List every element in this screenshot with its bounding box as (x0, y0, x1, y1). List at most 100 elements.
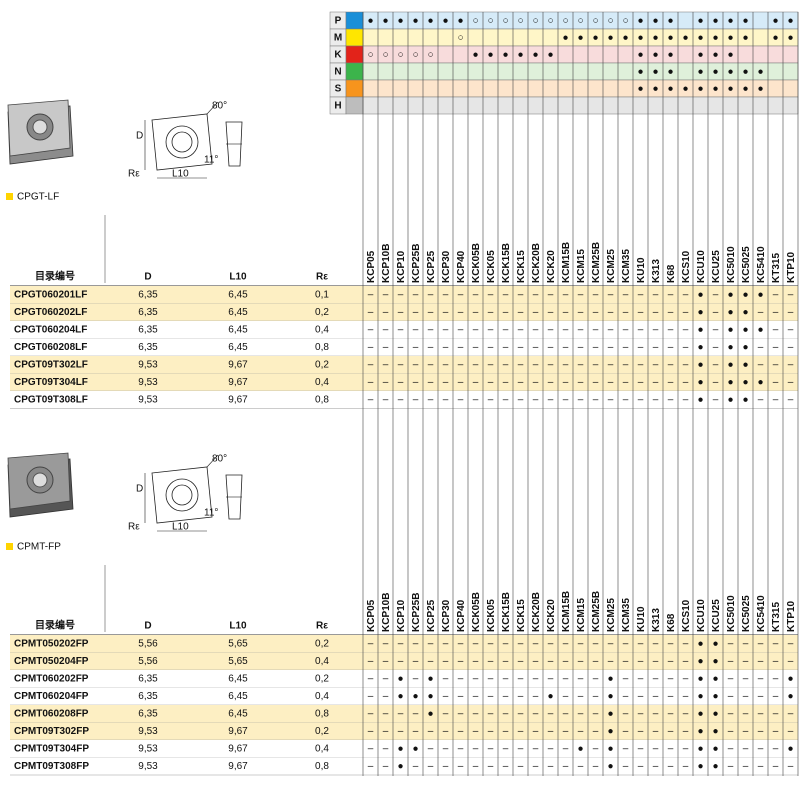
iso-mark: ● (652, 50, 658, 61)
iso-mark: ● (727, 50, 733, 61)
grade-mark: ● (607, 708, 613, 719)
item-r: 0,2 (315, 673, 329, 684)
item-l10: 9,67 (228, 761, 248, 772)
grade-mark: – (473, 638, 479, 649)
grade-mark: – (713, 307, 719, 318)
grade-name: KC5410 (756, 595, 767, 632)
iso-color (345, 45, 364, 64)
grade-name: KCP25 (426, 599, 437, 632)
grade-mark: – (398, 394, 404, 405)
drawing-hole (165, 125, 199, 159)
item-r: 0,2 (315, 307, 329, 318)
grade-mark: – (728, 743, 734, 754)
item-l10: 9,67 (228, 394, 248, 405)
grade-name: KCM15B (561, 591, 572, 632)
grade-name: KCP30 (441, 599, 452, 632)
grade-mark: – (623, 394, 629, 405)
drawing-hole (165, 478, 199, 512)
grade-name: KCK05B (471, 243, 482, 283)
item-d: 6,35 (138, 342, 158, 353)
grade-mark: – (548, 708, 554, 719)
grade-mark: – (758, 394, 764, 405)
grade-name: KT315 (771, 602, 782, 632)
grade-mark: ● (397, 761, 403, 772)
iso-mark: ○ (397, 50, 403, 61)
iso-mark: ● (592, 33, 598, 44)
grade-name: KCP10 (396, 250, 407, 283)
grade-mark: – (548, 307, 554, 318)
grade-mark: – (488, 743, 494, 754)
grade-mark: – (728, 691, 734, 702)
grade-mark: – (383, 656, 389, 667)
iso-mark: ○ (607, 16, 613, 27)
grade-mark: ● (787, 673, 793, 684)
grade-mark: – (668, 324, 674, 335)
grade-mark: – (713, 289, 719, 300)
grade-mark: – (503, 691, 509, 702)
grade-name: KCM35 (621, 249, 632, 283)
grade-mark: – (473, 289, 479, 300)
grade-mark: – (578, 342, 584, 353)
grade-name: KCP10B (381, 244, 392, 283)
grade-mark: – (668, 342, 674, 353)
item-code: CPGT09T308LF (14, 394, 88, 405)
grade-mark: – (533, 359, 539, 370)
grade-mark: ● (697, 761, 703, 772)
grade-mark: – (458, 342, 464, 353)
iso-mark: ○ (622, 16, 628, 27)
grade-mark: – (668, 691, 674, 702)
grade-mark: – (578, 324, 584, 335)
item-l10: 6,45 (228, 342, 248, 353)
grade-mark: – (368, 761, 374, 772)
grade-mark: – (743, 708, 749, 719)
grade-mark: – (653, 708, 659, 719)
iso-mark: ○ (472, 16, 478, 27)
grade-mark: – (413, 761, 419, 772)
grade-mark: – (638, 394, 644, 405)
grade-mark: – (638, 638, 644, 649)
grade-mark: – (518, 394, 524, 405)
iso-color (345, 79, 364, 98)
grade-mark: – (533, 377, 539, 388)
grade-mark: – (773, 708, 779, 719)
iso-mark: ● (517, 50, 523, 61)
iso-mark: ● (472, 50, 478, 61)
grade-name: KCP05 (366, 250, 377, 283)
grade-mark: – (773, 289, 779, 300)
grade-mark: – (578, 359, 584, 370)
iso-color (345, 96, 364, 115)
grade-mark: – (563, 289, 569, 300)
grade-name: KCM35 (621, 598, 632, 632)
grade-mark: – (488, 377, 494, 388)
iso-mark: ● (577, 33, 583, 44)
grade-mark: – (563, 342, 569, 353)
grade-mark: – (488, 673, 494, 684)
grade-mark: – (368, 673, 374, 684)
grade-mark: – (653, 743, 659, 754)
grade-mark: – (638, 743, 644, 754)
grade-mark: – (473, 656, 479, 667)
iso-mark: ● (382, 16, 388, 27)
grade-mark: – (758, 307, 764, 318)
grade-mark: – (503, 743, 509, 754)
grade-name: KCM15 (576, 598, 587, 632)
iso-mark: ● (652, 67, 658, 78)
grade-mark: ● (607, 673, 613, 684)
grade-mark: – (533, 638, 539, 649)
grade-mark: – (368, 638, 374, 649)
grade-mark: – (593, 289, 599, 300)
grade-mark: – (623, 743, 629, 754)
grade-mark: – (413, 324, 419, 335)
grade-mark: – (503, 289, 509, 300)
grade-mark: ● (427, 708, 433, 719)
grade-mark: – (458, 394, 464, 405)
grade-mark: – (413, 289, 419, 300)
grade-name: KTP10 (786, 251, 797, 283)
iso-bg (362, 96, 799, 115)
grade-name: KCU25 (711, 599, 722, 632)
grade-mark: – (638, 359, 644, 370)
item-code: CPGT09T302LF (14, 359, 88, 370)
grade-mark: – (623, 359, 629, 370)
row-bg (10, 757, 798, 775)
grade-mark: ● (697, 289, 703, 300)
